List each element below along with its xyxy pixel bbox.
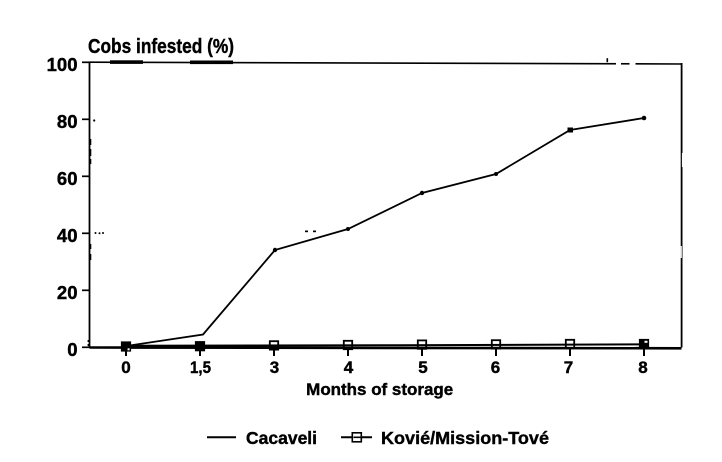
svg-text:40: 40 bbox=[57, 225, 78, 246]
svg-text:7: 7 bbox=[564, 358, 573, 377]
svg-text:0: 0 bbox=[121, 358, 130, 377]
svg-text:100: 100 bbox=[47, 54, 78, 75]
svg-text:Months of storage: Months of storage bbox=[306, 381, 453, 399]
svg-text:80: 80 bbox=[57, 111, 78, 132]
svg-text:8: 8 bbox=[638, 358, 647, 377]
svg-text:6: 6 bbox=[491, 358, 500, 377]
svg-text:Kovié/Mission-Tové: Kovié/Mission-Tové bbox=[381, 428, 549, 448]
svg-text:Cobs infested (%): Cobs infested (%) bbox=[88, 36, 234, 58]
svg-text:4: 4 bbox=[344, 358, 354, 377]
svg-text:60: 60 bbox=[57, 168, 78, 189]
svg-text:Cacaveli: Cacaveli bbox=[246, 428, 317, 448]
svg-text:20: 20 bbox=[57, 282, 78, 303]
svg-text:1,5: 1,5 bbox=[190, 358, 211, 377]
svg-text:5: 5 bbox=[418, 358, 427, 377]
svg-text:3: 3 bbox=[270, 358, 279, 377]
svg-text:0: 0 bbox=[67, 339, 77, 360]
